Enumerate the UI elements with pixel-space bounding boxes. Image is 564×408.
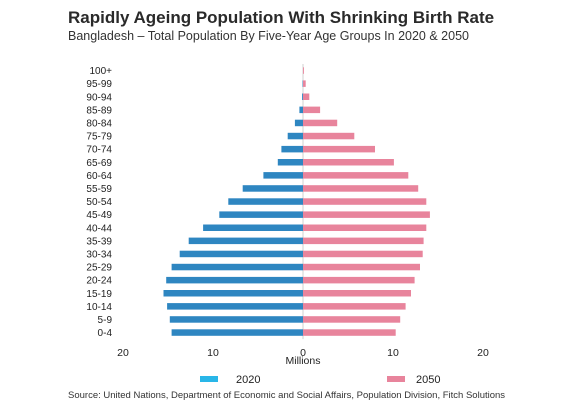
category-label: 85-89 <box>86 105 112 116</box>
bar-2050-80-84 <box>303 119 338 127</box>
bar-2020-45-49 <box>219 211 303 218</box>
population-pyramid-chart: 100+ 95-99 90-94 85-89 80-84 75-79 70-74 65-69 6… <box>86 64 489 386</box>
bar-2050-60-64 <box>303 172 409 179</box>
bar-2020-0-4 <box>171 329 303 336</box>
category-label: 90-94 <box>86 92 112 103</box>
bar-2050-10-14 <box>303 303 406 310</box>
bar-2050-85-89 <box>303 106 321 114</box>
bar-2020-85-89 <box>299 106 303 114</box>
bar-2050-5-9 <box>303 316 401 323</box>
bar-2050-75-79 <box>303 132 355 140</box>
bar-2020-50-54 <box>228 198 303 205</box>
bar-2020-10-14 <box>167 303 303 310</box>
legend-label-2020: 2020 <box>236 374 260 386</box>
category-label: 60-64 <box>86 171 112 182</box>
bar-2020-40-44 <box>203 224 303 231</box>
bar-2050-90-94 <box>303 93 310 100</box>
bar-2020-20-24 <box>166 276 303 284</box>
bar-2050-0-4 <box>303 329 396 336</box>
category-label: 55-59 <box>86 184 112 195</box>
bar-2020-70-74 <box>281 145 303 153</box>
bar-2020-60-64 <box>263 172 303 179</box>
bar-2020-75-79 <box>287 132 303 140</box>
category-label: 100+ <box>89 66 112 77</box>
bar-2020-30-34 <box>179 250 303 258</box>
category-label: 65-69 <box>86 158 112 169</box>
category-label: 95-99 <box>86 79 112 90</box>
x-tick-label: 20 <box>117 347 129 359</box>
bar-2050-25-29 <box>303 263 420 271</box>
bar-2050-95-99 <box>303 80 306 87</box>
chart-title: Rapidly Ageing Population With Shrinking… <box>68 8 495 27</box>
bar-2020-65-69 <box>277 159 303 166</box>
x-tick-label: 10 <box>387 347 399 359</box>
x-axis-label: Millions <box>285 355 320 367</box>
bar-2020-5-9 <box>169 316 303 323</box>
category-label: 35-39 <box>86 236 112 247</box>
category-label: 20-24 <box>86 276 112 287</box>
bar-2020-15-19 <box>163 290 303 297</box>
category-label: 40-44 <box>86 223 112 234</box>
bar-2050-65-69 <box>303 159 394 166</box>
legend-swatch-2050 <box>387 376 405 382</box>
bar-2020-55-59 <box>242 185 303 192</box>
bar-2050-35-39 <box>303 237 424 245</box>
category-label: 45-49 <box>86 210 112 221</box>
bar-2050-40-44 <box>303 224 427 231</box>
bar-2020-35-39 <box>188 237 303 245</box>
bar-2050-50-54 <box>303 198 427 205</box>
source-note: Source: United Nations, Department of Ec… <box>68 390 506 401</box>
x-tick-label: 0 <box>300 347 306 359</box>
category-label: 80-84 <box>86 118 112 129</box>
chart-subtitle: Bangladesh – Total Population By Five-Ye… <box>68 29 469 43</box>
bar-2050-55-59 <box>303 185 419 192</box>
category-label: 50-54 <box>86 197 112 208</box>
category-label: 30-34 <box>86 249 112 260</box>
legend-label-2050: 2050 <box>416 374 440 386</box>
bar-2050-45-49 <box>303 211 430 218</box>
category-label: 70-74 <box>86 145 112 156</box>
category-label: 5-9 <box>98 315 113 326</box>
legend-swatch-2020 <box>200 376 218 382</box>
bar-2020-25-29 <box>171 263 303 271</box>
bar-2050-70-74 <box>303 145 375 153</box>
bar-2020-80-84 <box>294 119 303 127</box>
bar-2020-90-94 <box>302 93 303 100</box>
category-label: 75-79 <box>86 132 112 143</box>
x-tick-label: 10 <box>207 347 219 359</box>
category-label: 15-19 <box>86 289 112 300</box>
bar-2050-100+ <box>303 67 304 74</box>
bar-2050-20-24 <box>303 276 415 284</box>
category-label: 25-29 <box>86 263 112 274</box>
category-label: 0-4 <box>98 328 113 339</box>
bar-2050-30-34 <box>303 250 423 258</box>
bar-2050-15-19 <box>303 290 411 297</box>
category-label: 10-14 <box>86 302 112 313</box>
x-tick-label: 20 <box>477 347 489 359</box>
